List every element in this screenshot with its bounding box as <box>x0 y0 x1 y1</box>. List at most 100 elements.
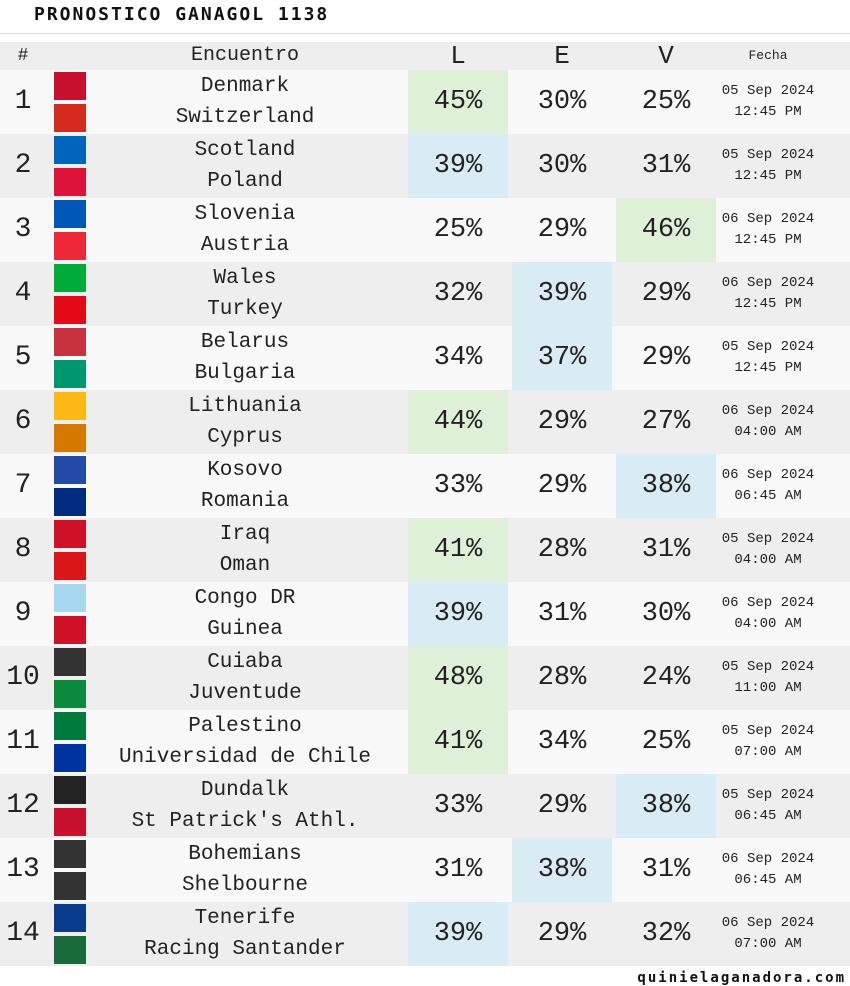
divider <box>0 33 850 34</box>
column-header: V <box>658 41 674 71</box>
away-team: Romania <box>200 490 290 513</box>
match-date: 06 Sep 2024 <box>721 211 815 227</box>
match-date: 06 Sep 2024 <box>721 403 815 419</box>
probability: 44% <box>408 390 508 454</box>
row-number: 10 <box>6 662 40 693</box>
flag-icon <box>54 872 86 900</box>
probability: 41% <box>408 710 508 774</box>
probability: 38% <box>616 774 716 838</box>
probability: 32% <box>433 279 483 309</box>
match-time: 12:45 PM <box>734 168 802 184</box>
match-date: 06 Sep 2024 <box>721 915 815 931</box>
home-team: Kosovo <box>207 459 283 482</box>
column-header: Encuentro <box>190 44 300 67</box>
column-header: # <box>17 46 29 66</box>
match-date: 06 Sep 2024 <box>721 851 815 867</box>
flag-icon <box>54 712 86 740</box>
match-date: 05 Sep 2024 <box>721 339 815 355</box>
table-row: 2 Scotland Poland 39% 30% 31% 05 Sep 2024 12:45… <box>0 134 850 198</box>
row-number: 4 <box>14 278 32 309</box>
row-number: 7 <box>14 470 32 501</box>
home-team: Lithuania <box>188 395 302 418</box>
flag-icon <box>54 72 86 100</box>
flag-icon <box>54 488 86 516</box>
column-header: Fecha <box>748 48 788 63</box>
probability: 33% <box>433 471 483 501</box>
away-team: Cyprus <box>207 426 283 449</box>
flag-icon <box>54 680 86 708</box>
home-team: Dundalk <box>200 779 290 802</box>
row-number: 6 <box>14 406 32 437</box>
table-row: 11 Palestino Universidad de Chile 41% 34% 25%… <box>0 710 850 774</box>
flag-icon <box>54 456 86 484</box>
row-number: 2 <box>14 150 32 181</box>
probability: 46% <box>616 198 716 262</box>
probability: 25% <box>641 87 691 117</box>
row-number: 5 <box>14 342 32 373</box>
probability: 48% <box>408 646 508 710</box>
away-team: Austria <box>200 234 290 257</box>
flag-icon <box>54 392 86 420</box>
home-team: Scotland <box>194 139 296 162</box>
row-number: 11 <box>6 726 40 757</box>
table-row: 13 Bohemians Shelbourne 31% 38% 31% 06 Sep 202… <box>0 838 850 902</box>
footer: quinielaganadora.com <box>637 970 846 986</box>
home-team: Tenerife <box>194 907 296 930</box>
title: PRONOSTICO GANAGOL 1138 <box>34 4 330 25</box>
match-time: 12:45 PM <box>734 360 802 376</box>
flag-icon <box>54 264 86 292</box>
flag-icon <box>54 232 86 260</box>
flag-icon <box>54 104 86 132</box>
probability: 31% <box>641 855 691 885</box>
home-team: Congo DR <box>194 587 296 610</box>
table-row: 6 Lithuania Cyprus 44% 29% 27% 06 Sep 2024 04:0… <box>0 390 850 454</box>
flag-icon <box>54 552 86 580</box>
flag-icon <box>54 168 86 196</box>
flag-icon <box>54 360 86 388</box>
match-time: 12:45 PM <box>734 232 802 248</box>
match-time: 07:00 AM <box>734 936 802 952</box>
home-team: Belarus <box>200 331 290 354</box>
away-team: Switzerland <box>175 106 315 129</box>
row-number: 13 <box>6 854 40 885</box>
away-team: Oman <box>219 554 271 577</box>
flag-icon <box>54 328 86 356</box>
header-row: # Encuentro L E V Fecha <box>0 42 850 70</box>
flag-icon <box>54 200 86 228</box>
probability: 29% <box>537 471 587 501</box>
away-team: Guinea <box>207 618 283 641</box>
match-time: 06:45 AM <box>734 872 802 888</box>
flag-icon <box>54 904 86 932</box>
probability: 30% <box>641 599 691 629</box>
table-row: 5 Belarus Bulgaria 34% 37% 29% 05 Sep 2024 12:4… <box>0 326 850 390</box>
probability: 31% <box>537 599 587 629</box>
flag-icon <box>54 520 86 548</box>
probability: 31% <box>641 535 691 565</box>
probability: 39% <box>408 134 508 198</box>
table-row: 10 Cuiaba Juventude 48% 28% 24% 05 Sep 2024 11:… <box>0 646 850 710</box>
flag-icon <box>54 776 86 804</box>
flag-icon <box>54 136 86 164</box>
probability: 37% <box>512 326 612 390</box>
flag-icon <box>54 936 86 964</box>
match-date: 05 Sep 2024 <box>721 147 815 163</box>
probability: 34% <box>433 343 483 373</box>
probability: 28% <box>537 535 587 565</box>
match-time: 04:00 AM <box>734 552 802 568</box>
flag-icon <box>54 744 86 772</box>
probability: 33% <box>433 791 483 821</box>
match-time: 04:00 AM <box>734 424 802 440</box>
probability: 29% <box>537 791 587 821</box>
probability: 45% <box>408 70 508 134</box>
row-number: 1 <box>14 86 32 117</box>
match-time: 06:45 AM <box>734 808 802 824</box>
probability: 28% <box>537 663 587 693</box>
match-date: 05 Sep 2024 <box>721 83 815 99</box>
flag-icon <box>54 584 86 612</box>
probability: 25% <box>641 727 691 757</box>
probability: 32% <box>641 919 691 949</box>
probability: 31% <box>433 855 483 885</box>
match-time: 06:45 AM <box>734 488 802 504</box>
match-date: 06 Sep 2024 <box>721 275 815 291</box>
home-team: Wales <box>213 267 277 290</box>
